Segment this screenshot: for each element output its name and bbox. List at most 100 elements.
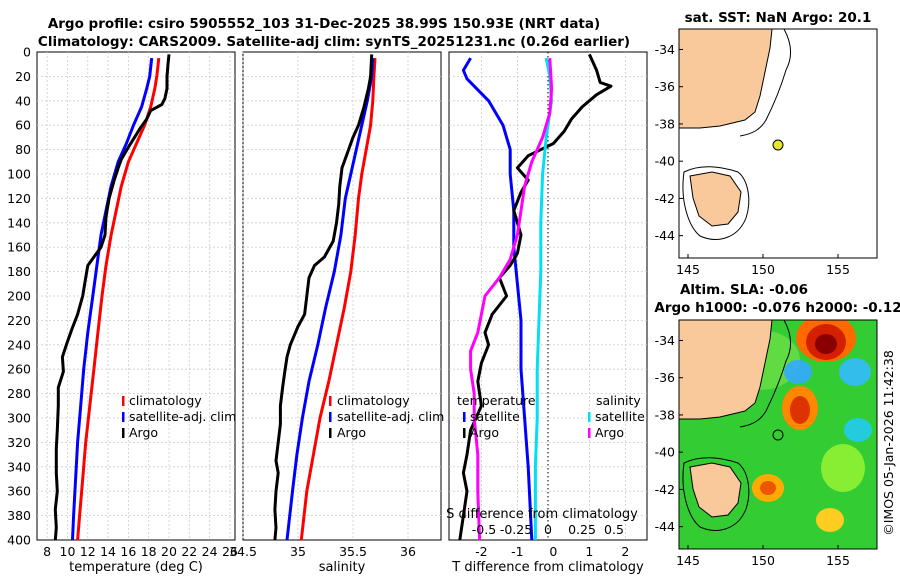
legend-argo: Argo [129,425,158,440]
map-x-tick-label: 145 [676,262,700,277]
difference-legend: temperature satellite Argo salinity sate… [457,393,645,440]
temperature-lines [53,54,171,541]
s-tick-label: -0.5 [472,522,496,537]
salinity-legend: climatology satellite-adj. clim Argo [329,393,444,440]
s-tick-label: 0.25 [568,522,596,537]
salinity-grid [242,52,441,540]
sst-map-title: sat. SST: NaN Argo: 20.1 [685,10,872,26]
y-tick-label: 340 [7,459,31,474]
legend-swatch-sal-satellite [588,412,591,422]
difference-xlabel: T difference from climatology [451,560,644,575]
x-tick-label: 24 [202,544,218,559]
legend-swatch-argo [329,428,332,438]
x-tick-label: 22 [181,544,197,559]
x-tick-label: 0 [549,544,557,559]
map-y-tick-label: -38 [655,407,675,422]
sla-map-x-ticks: 145 150 155 [676,545,850,568]
y-tick-label: 100 [7,167,31,182]
float-location-marker [772,139,784,151]
x-tick-label: 14 [100,544,116,559]
map-x-tick-label: 150 [751,262,775,277]
series-line-satellite-adj-clim [71,57,154,541]
float-location-marker [772,429,784,441]
series-line-climatology [76,57,161,541]
sla-cold-eddy [784,360,812,384]
x-tick-label: -1 [511,544,523,559]
difference-panel: -2 -1 0 1 2 T difference from climatology S … [446,51,648,575]
y-tick-label: 80 [15,142,31,157]
y-tick-label: 60 [15,118,31,133]
s-tick-label: 0 [544,522,552,537]
map-y-tick-label: -44 [655,228,675,243]
x-tick-label: 35 [290,544,306,559]
series-line-argo [273,54,374,541]
map-y-tick-label: -40 [655,445,675,460]
sla-map-title-line2: Argo h1000: -0.076 h2000: -0.12 [654,300,900,316]
sla-blob [821,444,865,492]
map-x-tick-label: 155 [826,262,850,277]
mainland-australia [678,28,773,129]
figure-title-line1: Argo profile: csiro 5905552_103 31-Dec-2… [48,16,600,32]
x-tick-label: 10 [60,544,76,559]
sla-map-title-line1: Altim. SLA: -0.06 [680,282,808,298]
y-tick-label: 40 [15,93,31,108]
y-tick-label: 180 [7,264,31,279]
shelf-contour-1000m [739,320,791,428]
legend-temperature-title: temperature [457,393,536,408]
y-tick-label: 0 [23,45,31,60]
legend-satellite: satellite-adj. clim [129,409,236,424]
legend-swatch-argo [122,428,125,438]
x-tick-label: 35.5 [339,544,367,559]
series-line-satellite-adj-clim [285,58,375,541]
salinity-panel: 34.5 35 35.5 36 salinity climatology satell… [229,51,444,575]
sst-map-frame [678,28,878,259]
sla-cold-eddy [839,358,871,386]
x-tick-label: 26 [222,544,238,559]
y-tick-label: 160 [7,240,31,255]
legend-sal-satellite: satellite [595,409,645,424]
map-y-tick-label: -40 [655,154,675,169]
temperature-x-ticks: 8 10 12 14 16 18 20 22 24 26 [43,544,238,559]
difference-x-ticks: -2 -1 0 1 2 [475,544,629,559]
sla-blob [816,508,844,532]
legend-swatch-climatology [122,396,125,406]
map-y-tick-label: -42 [655,191,675,206]
s-tick-label: 0.5 [604,522,624,537]
sla-map-y-ticks: -34 -36 -38 -40 -42 -44 [655,333,683,534]
legend-argo: Argo [337,425,366,440]
temperature-y-ticks: 0 20 40 60 80 100 120 140 160 180 200 220 240 260 280 3… [7,45,31,548]
x-tick-label: 20 [161,544,177,559]
legend-climatology: climatology [337,393,410,408]
tasmania-contour [682,166,750,240]
tasmania [689,462,742,518]
x-tick-label: -2 [475,544,487,559]
temperature-xlabel: temperature (deg C) [69,560,203,575]
x-tick-label: 8 [43,544,51,559]
imos-timestamp-label: ©IMOS 05-Jan-2026 11:42:38 [881,350,896,536]
map-y-tick-label: -36 [655,370,675,385]
salinity-lines [273,54,377,541]
series-line-temperature-argo [458,53,613,541]
mainland-australia [679,320,773,420]
sst-map-x-ticks: 145 150 155 [676,254,850,277]
y-tick-label: 380 [7,508,31,523]
temperature-legend: climatology satellite-adj. clim Argo [122,393,236,440]
map-x-tick-label: 155 [826,553,850,568]
legend-swatch-satellite [122,412,125,422]
y-tick-label: 240 [7,337,31,352]
sla-warm-eddy-core [790,396,810,424]
sla-field [679,320,877,549]
legend-temp-satellite: satellite [470,409,520,424]
y-tick-label: 300 [7,411,31,426]
y-tick-label: 200 [7,289,31,304]
legend-swatch-satellite [329,412,332,422]
series-line-argo [53,54,171,541]
s-difference-ticks: -0.5 -0.25 0 0.25 0.5 [472,522,624,537]
y-tick-label: 400 [7,533,31,548]
legend-climatology: climatology [129,393,202,408]
series-line-temperature-satellite [461,57,534,541]
x-tick-label: 1 [585,544,593,559]
temperature-panel: 8 10 12 14 16 18 20 22 24 26 0 20 40 60 80 100 120 140 16… [7,45,238,576]
sla-map-frame [678,319,878,550]
